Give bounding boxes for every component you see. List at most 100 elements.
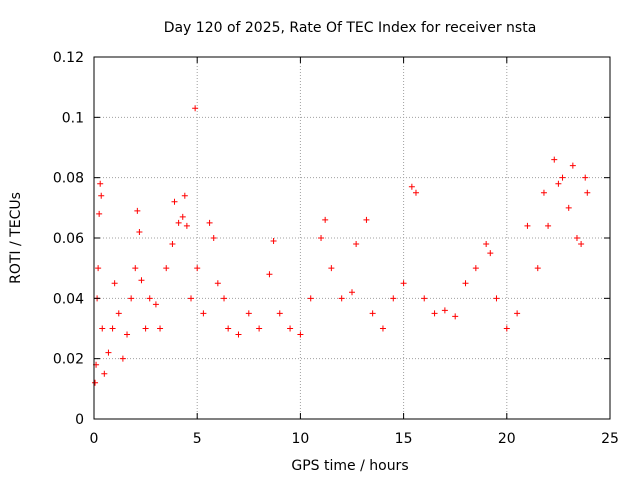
y-axis-label: ROTI / TECUs xyxy=(8,192,24,284)
data-point xyxy=(569,162,576,169)
x-tick-label: 20 xyxy=(498,431,516,447)
data-point xyxy=(297,331,304,338)
data-point xyxy=(98,192,105,199)
data-point xyxy=(183,222,190,229)
data-point xyxy=(210,235,217,241)
ticks xyxy=(93,56,611,420)
data-point xyxy=(188,295,195,302)
data-point xyxy=(408,183,415,190)
data-point xyxy=(111,280,118,287)
data-point xyxy=(206,219,213,226)
data-point xyxy=(379,325,386,332)
data-point xyxy=(462,280,469,287)
x-tick-label: 25 xyxy=(601,431,619,447)
data-point xyxy=(514,310,521,317)
data-point xyxy=(421,295,428,302)
data-point xyxy=(307,295,314,302)
data-point xyxy=(221,295,228,302)
data-point xyxy=(390,295,397,302)
data-point xyxy=(551,156,558,163)
grid xyxy=(93,56,611,420)
data-point xyxy=(138,277,145,284)
y-tick-label: 0.1 xyxy=(62,110,84,126)
data-point xyxy=(565,204,572,211)
data-point xyxy=(322,216,329,223)
data-point xyxy=(483,241,490,248)
data-point xyxy=(584,189,591,196)
data-point xyxy=(225,325,232,332)
data-point xyxy=(175,219,182,226)
data-point xyxy=(119,355,126,362)
data-point xyxy=(134,207,141,214)
data-point xyxy=(349,289,355,296)
data-point xyxy=(194,265,201,272)
data-point xyxy=(369,310,376,317)
y-tick-label: 0.12 xyxy=(53,50,84,66)
data-point xyxy=(441,307,448,314)
data-point xyxy=(524,222,531,229)
x-tick-label: 15 xyxy=(395,431,413,447)
y-tick-label: 0.04 xyxy=(53,291,84,307)
data-point xyxy=(214,280,221,287)
data-point xyxy=(169,241,176,248)
data-point xyxy=(452,313,459,320)
data-point xyxy=(97,180,104,187)
data-point xyxy=(132,265,139,272)
data-point xyxy=(109,325,116,332)
data-point xyxy=(179,213,186,220)
data-point xyxy=(146,295,153,302)
data-point xyxy=(287,325,294,332)
data-point xyxy=(363,216,370,223)
data-point xyxy=(163,265,170,272)
data-point xyxy=(181,192,188,199)
x-tick-label: 5 xyxy=(193,431,202,447)
data-point xyxy=(353,241,360,248)
data-point xyxy=(142,325,149,332)
data-point xyxy=(545,222,552,229)
x-tick-label: 10 xyxy=(291,431,309,447)
data-point xyxy=(92,379,99,386)
y-tick-label: 0.08 xyxy=(53,171,84,187)
y-tick-labels: 0 0.02 0.04 0.06 0.08 0.1 0.12 xyxy=(53,50,84,428)
data-point xyxy=(487,250,494,257)
data-point xyxy=(200,310,207,317)
chart-title: Day 120 of 2025, Rate Of TEC Index for r… xyxy=(164,20,537,36)
data-point xyxy=(559,174,566,181)
data-point xyxy=(96,210,103,217)
data-point xyxy=(270,238,277,245)
data-point xyxy=(503,325,510,332)
data-point xyxy=(235,331,242,338)
data-points xyxy=(92,105,591,386)
data-point xyxy=(124,331,131,338)
data-point xyxy=(101,370,108,377)
data-point xyxy=(578,241,585,248)
data-point xyxy=(534,265,541,272)
data-point xyxy=(105,349,112,356)
data-point xyxy=(472,265,479,272)
data-point xyxy=(573,235,580,241)
data-point xyxy=(328,265,335,272)
data-point xyxy=(99,325,106,332)
data-point xyxy=(95,265,102,272)
y-tick-label: 0 xyxy=(75,412,84,428)
data-point xyxy=(136,228,143,235)
data-point xyxy=(128,295,135,302)
data-point xyxy=(245,310,252,317)
data-point xyxy=(266,271,273,278)
y-tick-label: 0.02 xyxy=(53,352,84,368)
data-point xyxy=(400,280,407,287)
data-point xyxy=(276,310,283,317)
x-tick-labels: 0 5 10 15 20 25 xyxy=(90,431,619,447)
data-point xyxy=(431,310,438,317)
data-point xyxy=(192,105,199,112)
data-point xyxy=(338,295,345,302)
data-point xyxy=(412,189,419,196)
data-point xyxy=(318,235,325,241)
x-tick-label: 0 xyxy=(90,431,99,447)
data-point xyxy=(555,180,562,187)
data-point xyxy=(171,198,178,205)
data-point xyxy=(540,189,547,196)
data-point xyxy=(493,295,500,302)
x-axis-label: GPS time / hours xyxy=(291,458,408,474)
